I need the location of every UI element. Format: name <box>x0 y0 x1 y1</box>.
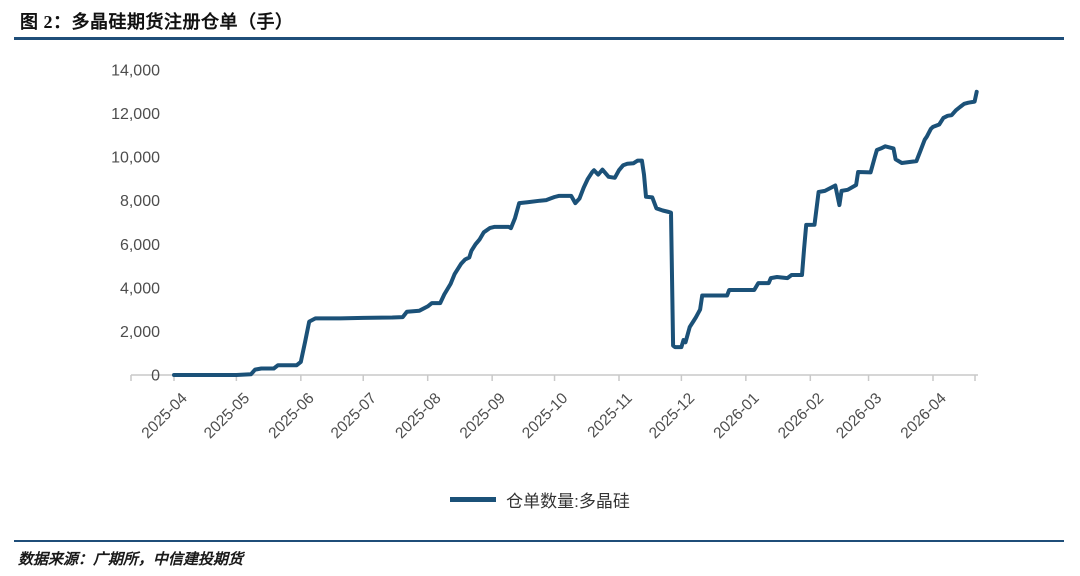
figure-title: 图 2：多晶硅期货注册仓单（手） <box>20 12 294 32</box>
y-tick-label: 8,000 <box>120 193 160 210</box>
chart-legend: 仓单数量:多晶硅 <box>0 487 1080 512</box>
series-line <box>172 89 979 377</box>
x-tick-label: 2026-03 <box>833 390 885 442</box>
legend-label: 仓单数量:多晶硅 <box>506 492 630 511</box>
legend-line-swatch <box>450 497 497 502</box>
x-tick-label: 2025-07 <box>328 390 380 442</box>
x-tick-label: 2025-04 <box>139 390 192 443</box>
x-tick-label: 2025-11 <box>584 390 635 441</box>
x-tick-label: 2025-10 <box>519 390 572 443</box>
x-tick-label: 2026-01 <box>710 390 762 442</box>
data-source-note: 数据来源：广期所，中信建投期货 <box>18 552 244 568</box>
footer-divider <box>14 540 1064 542</box>
x-tick-label: 2025-09 <box>457 390 509 442</box>
x-tick-label: 2025-08 <box>392 390 444 442</box>
y-tick-label: 6,000 <box>120 237 160 254</box>
y-tick-label: 0 <box>151 368 160 385</box>
y-tick-label: 14,000 <box>111 63 160 80</box>
x-tick-label: 2026-02 <box>775 390 827 442</box>
y-tick-label: 12,000 <box>111 106 160 123</box>
y-tick-label: 2,000 <box>120 324 160 341</box>
y-tick-label: 10,000 <box>111 150 160 167</box>
line-chart: 2025-04 2025-05 2025-06 2025-07 2025-08 2025-… <box>111 63 979 443</box>
title-divider <box>14 37 1064 40</box>
x-tick-label: 2025-05 <box>201 390 253 442</box>
y-tick-label: 4,000 <box>120 280 160 297</box>
x-tick-label: 2025-12 <box>646 390 698 442</box>
x-tick-label: 2025-06 <box>265 390 317 442</box>
x-tick-label: 2026-04 <box>898 390 951 443</box>
